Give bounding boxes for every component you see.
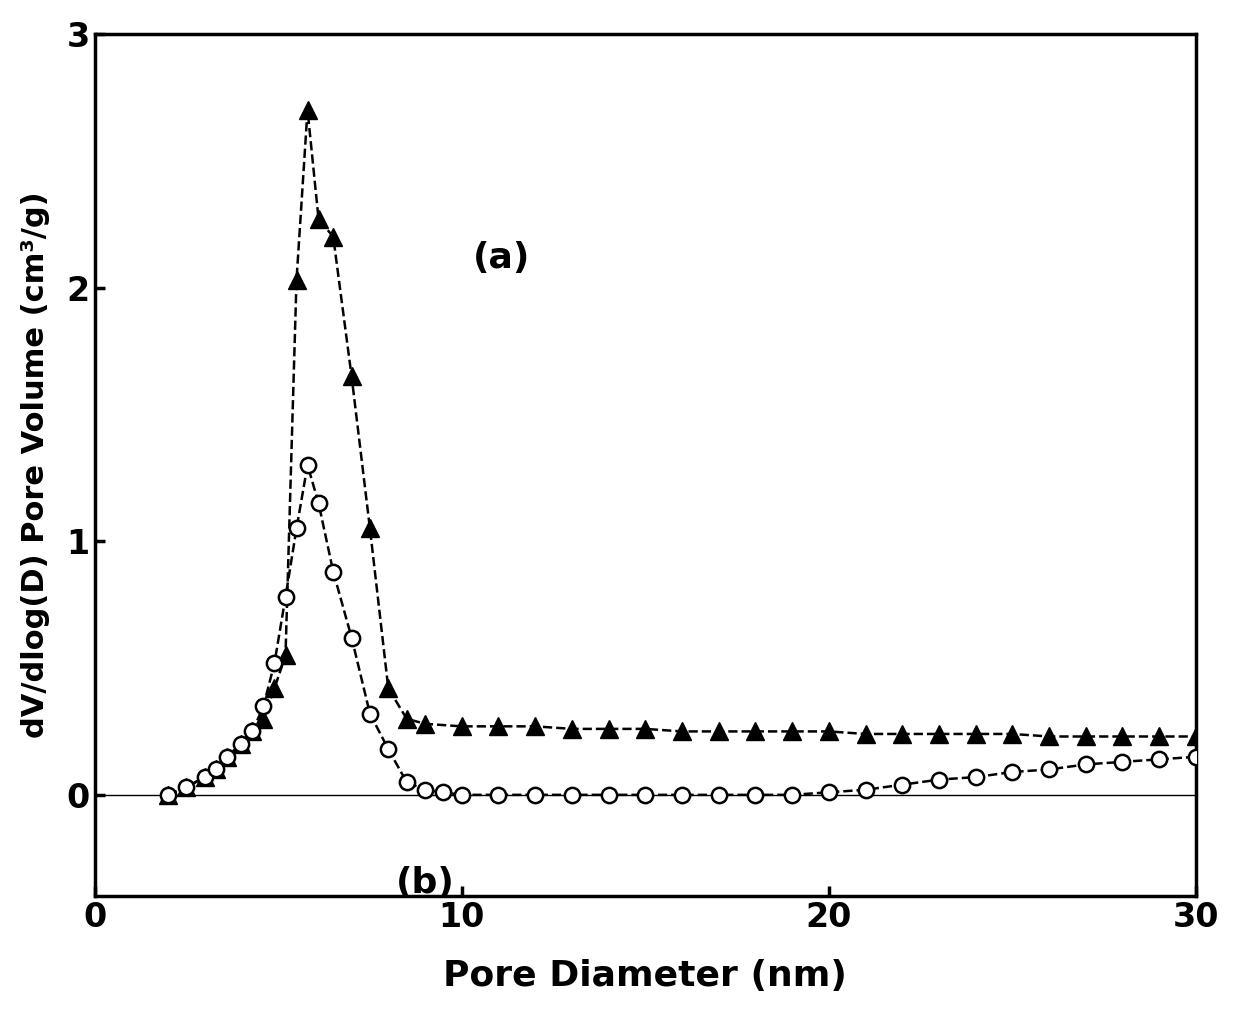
Text: (b): (b) <box>396 866 455 899</box>
X-axis label: Pore Diameter (nm): Pore Diameter (nm) <box>444 959 847 993</box>
Text: (a): (a) <box>472 240 531 275</box>
Y-axis label: dV/dlog(D) Pore Volume (cm³/g): dV/dlog(D) Pore Volume (cm³/g) <box>21 192 50 738</box>
